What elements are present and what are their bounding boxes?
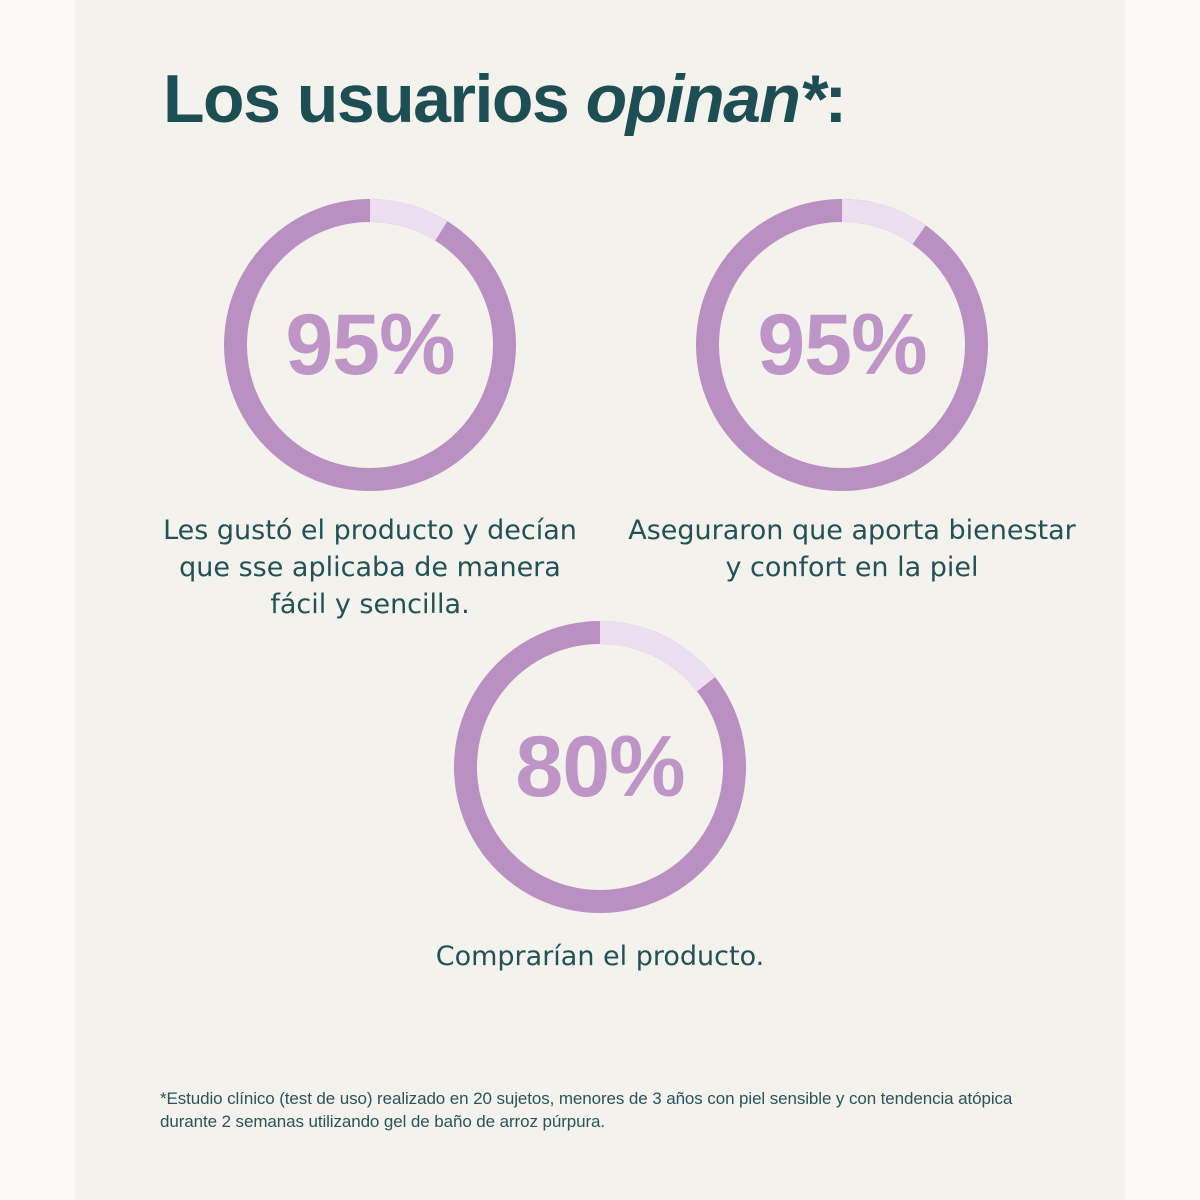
donut-value-label: 80% xyxy=(515,718,685,815)
donut-value-label: 95% xyxy=(757,296,927,393)
donut-ring-1 xyxy=(224,199,516,491)
donut-ring-remainder-arc xyxy=(696,199,988,491)
content-panel xyxy=(75,0,1125,1200)
donut-chart-2: 95% xyxy=(692,195,992,495)
donut-ring-remainder-arc xyxy=(454,621,746,913)
title-italic-text: opinan* xyxy=(585,61,826,137)
donut-caption-3: Comprarían el producto. xyxy=(435,941,765,972)
donut-value-label: 95% xyxy=(285,296,455,393)
donut-chart-1: 95% xyxy=(220,195,520,495)
donut-caption-1: Les gustó el producto y decían que sse a… xyxy=(163,515,577,620)
donut-chart-3: 80% xyxy=(450,617,750,917)
donut-ring-3 xyxy=(454,621,746,913)
donut-caption-2: Aseguraron que aporta bienestar y confor… xyxy=(628,515,1076,583)
study-footnote: *Estudio clínico (test de uso) realizado… xyxy=(160,1089,1013,1131)
donut-ring-2 xyxy=(696,199,988,491)
page-title: Los usuarios opinan*: xyxy=(163,60,847,138)
title-regular-text: Los usuarios xyxy=(163,61,586,137)
donut-ring-remainder-arc xyxy=(224,199,516,491)
title-colon: : xyxy=(824,61,847,137)
